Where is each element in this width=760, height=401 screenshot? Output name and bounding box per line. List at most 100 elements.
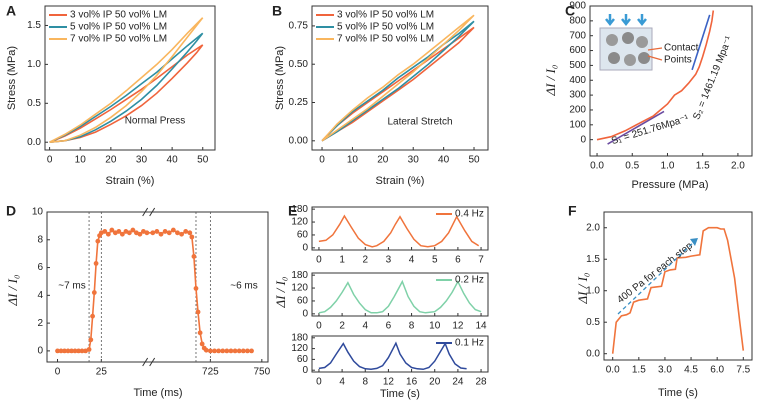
y-axis-label: ΔI / I₀ xyxy=(575,273,590,305)
x-tick-label: 4.5 xyxy=(684,365,698,376)
data-point xyxy=(154,229,160,234)
plot-frame xyxy=(589,5,753,157)
x-tick-label: 3.0 xyxy=(658,365,672,376)
series-line xyxy=(321,14,475,142)
panel-letter: D xyxy=(6,203,16,219)
y-tick-label: 900 xyxy=(569,1,586,12)
x-tick-label: 10 xyxy=(429,321,441,332)
data-point xyxy=(236,348,242,354)
legend-label: 5 vol% IP 50 vol% LM xyxy=(337,22,434,33)
y-tick-label: 60 xyxy=(297,296,309,307)
legend-label: 7 vol% IP 50 vol% LM xyxy=(70,34,167,45)
y-tick-label: 1.0 xyxy=(27,59,41,70)
data-point xyxy=(166,230,172,236)
series-line xyxy=(49,44,204,143)
y-tick-label: 180 xyxy=(291,204,308,215)
x-tick-label: 4 xyxy=(409,255,415,266)
y-tick-label: 60 xyxy=(297,230,309,241)
x-tick-label: 20 xyxy=(429,377,441,388)
x-tick-label: 0.0 xyxy=(606,365,620,376)
x-tick-label: 3 xyxy=(386,255,392,266)
y-tick-label: 180 xyxy=(291,270,308,281)
y-axis-label: Stress (MPa) xyxy=(6,46,18,110)
x-tick-label: 12 xyxy=(383,377,395,388)
x-tick-label: 0 xyxy=(316,377,322,388)
data-point xyxy=(191,254,197,259)
annotation: Lateral Stretch xyxy=(387,117,452,128)
series-line xyxy=(49,17,204,143)
x-tick-label: 50 xyxy=(197,155,209,166)
x-tick-label: 0 xyxy=(55,367,61,378)
data-point xyxy=(91,290,97,295)
x-tick-label: 1.0 xyxy=(661,161,675,172)
inset-particle xyxy=(624,54,636,66)
data-point xyxy=(116,229,122,234)
x-tick-label: 4 xyxy=(339,377,345,388)
data-point xyxy=(150,230,156,236)
legend-label: 0.1 Hz xyxy=(455,338,484,349)
data-point xyxy=(137,231,143,237)
y-tick-label: 0.25 xyxy=(289,97,309,108)
plot-frame xyxy=(311,335,489,373)
y-tick-label: 0.5 xyxy=(586,317,600,328)
series-line xyxy=(57,229,252,352)
panel: 0.00 0.25 0.50 0.75 0 10 20 30 40 50 3 vol% IP 50 … xyxy=(272,3,489,187)
legend-label: 0.2 Hz xyxy=(455,275,484,286)
x-tick-label: 50 xyxy=(468,155,480,166)
data-point xyxy=(199,341,205,347)
inset-particle xyxy=(606,34,618,46)
data-point xyxy=(245,348,250,354)
annotation: Contact xyxy=(664,43,699,54)
annotation: Normal Press xyxy=(125,116,186,127)
y-tick-label: 0.50 xyxy=(289,59,309,70)
plot-frame xyxy=(603,211,753,361)
data-point xyxy=(187,230,193,236)
series-line xyxy=(318,214,480,248)
x-tick-label: 40 xyxy=(438,155,450,166)
y-tick-label: 10 xyxy=(32,207,44,218)
plot-frame xyxy=(44,5,216,151)
data-point xyxy=(62,348,67,354)
x-tick-label: 0 xyxy=(47,155,53,166)
data-point xyxy=(95,238,101,244)
x-tick-label: 6 xyxy=(455,255,461,266)
data-point xyxy=(90,313,95,319)
x-tick-label: 7.5 xyxy=(736,365,750,376)
x-tick-label: 6 xyxy=(386,321,392,332)
y-tick-label: 4 xyxy=(37,290,43,301)
y-tick-label: 0.0 xyxy=(27,137,41,148)
data-point xyxy=(126,230,132,236)
data-point xyxy=(144,230,150,236)
y-tick-label: 0 xyxy=(37,346,43,357)
data-point xyxy=(88,337,94,343)
x-tick-label: 16 xyxy=(406,377,418,388)
x-tick-label: 40 xyxy=(167,155,179,166)
x-tick-label: 10 xyxy=(75,155,87,166)
x-tick-label: 30 xyxy=(408,155,420,166)
data-point xyxy=(212,348,217,354)
series-line xyxy=(321,26,475,142)
data-point xyxy=(232,348,238,354)
x-tick-label: 30 xyxy=(136,155,148,166)
inset-particle xyxy=(608,52,620,64)
y-axis-label: ΔI / I₀ xyxy=(543,65,558,97)
y-tick-label: 800 xyxy=(569,15,586,26)
y-axis-label: ΔI / I₀ xyxy=(273,277,288,309)
y-tick-label: 0.5 xyxy=(27,98,41,109)
data-point xyxy=(183,229,189,234)
step-arrow-head xyxy=(690,238,698,246)
data-point xyxy=(109,227,115,233)
x-tick-label: 5 xyxy=(432,255,438,266)
plot-frame xyxy=(311,272,489,317)
inset-illustration xyxy=(599,14,663,71)
y-tick-label: 0.75 xyxy=(289,21,309,32)
x-tick-label: 0 xyxy=(316,321,322,332)
data-point xyxy=(170,227,176,233)
x-tick-label: 1.5 xyxy=(696,161,710,172)
y-tick-label: 0.00 xyxy=(289,135,309,146)
x-tick-label: 20 xyxy=(105,155,117,166)
x-axis-label: Strain (%) xyxy=(106,175,155,187)
data-point xyxy=(197,330,203,336)
